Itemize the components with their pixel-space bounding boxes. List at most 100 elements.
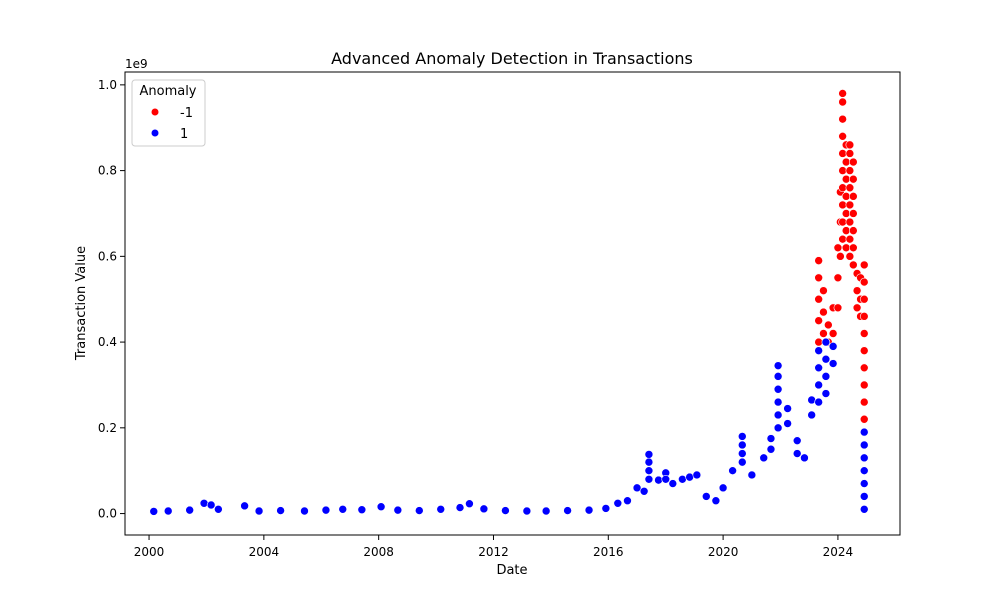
x-tick-label: 2004 — [249, 545, 280, 559]
data-point — [838, 97, 847, 107]
data-point — [859, 380, 869, 390]
data-point — [773, 397, 783, 407]
data-point — [819, 307, 828, 317]
data-point — [632, 483, 642, 493]
data-point — [644, 450, 654, 459]
data-point — [737, 449, 747, 458]
data-point — [163, 506, 173, 516]
data-point — [661, 474, 671, 484]
data-point — [773, 372, 783, 381]
data-point — [859, 453, 869, 463]
data-point — [814, 380, 823, 390]
legend-title: Anomaly — [139, 84, 196, 99]
data-point — [821, 389, 831, 398]
x-tick-label: 2008 — [363, 545, 394, 559]
data-point — [859, 312, 869, 321]
data-point — [601, 504, 611, 513]
data-point — [766, 444, 776, 454]
data-point — [849, 226, 858, 235]
data-point — [623, 496, 632, 506]
data-layer — [149, 89, 869, 516]
data-point — [773, 361, 783, 370]
data-point — [852, 303, 862, 313]
data-point — [455, 503, 465, 512]
data-point — [214, 504, 223, 514]
data-point — [819, 286, 828, 295]
legend-label-normal: 1 — [180, 127, 188, 142]
data-point — [240, 501, 249, 511]
data-point — [792, 436, 802, 445]
data-point — [859, 492, 869, 501]
data-point — [819, 329, 828, 338]
y-tick-label: 0.4 — [98, 335, 117, 349]
data-point — [639, 486, 649, 496]
data-point — [852, 286, 862, 295]
data-point — [824, 320, 833, 330]
data-point — [814, 337, 823, 347]
data-point — [800, 453, 809, 463]
series-1 — [149, 337, 869, 516]
y-tick-label: 0.6 — [98, 249, 117, 263]
data-point — [845, 140, 855, 150]
data-point — [838, 183, 847, 193]
x-axis: 2000 2004 2008 2012 2016 2020 2024 — [134, 535, 853, 559]
data-point — [644, 474, 654, 484]
data-point — [814, 346, 823, 355]
data-point — [728, 466, 737, 475]
data-point — [828, 359, 838, 368]
legend-marker-normal — [151, 129, 159, 137]
data-point — [828, 342, 838, 351]
y-scale-label: 1e9 — [125, 57, 148, 71]
data-point — [814, 397, 823, 407]
data-point — [206, 500, 216, 510]
data-point — [845, 149, 855, 158]
y-tick-label: 0.8 — [98, 164, 117, 178]
data-point — [838, 132, 847, 141]
data-point — [773, 384, 783, 394]
data-point — [859, 440, 869, 450]
data-point — [300, 506, 309, 516]
data-point — [783, 419, 792, 428]
data-point — [692, 470, 702, 480]
data-point — [838, 149, 847, 158]
data-point — [859, 504, 869, 514]
data-point — [276, 506, 285, 515]
data-point — [814, 363, 823, 373]
data-point — [845, 217, 855, 227]
data-point — [737, 432, 747, 441]
x-tick-label: 2024 — [823, 545, 854, 559]
data-point — [841, 243, 851, 253]
data-point — [859, 346, 869, 355]
data-point — [185, 505, 194, 515]
y-axis-label: Transaction Value — [74, 246, 89, 361]
data-point — [522, 506, 532, 516]
data-point — [737, 440, 747, 450]
data-point — [668, 479, 678, 488]
data-point — [849, 243, 858, 253]
data-point — [773, 410, 783, 420]
legend: Anomaly -1 1 — [131, 79, 206, 147]
data-point — [783, 404, 792, 413]
data-point — [644, 466, 654, 475]
data-point — [737, 457, 747, 467]
chart-title: Advanced Anomaly Detection in Transactio… — [331, 49, 693, 68]
data-point — [859, 479, 869, 488]
data-point — [833, 303, 843, 313]
data-point — [841, 226, 851, 235]
x-axis-label: Date — [496, 563, 527, 578]
data-point — [841, 174, 851, 184]
legend-box — [131, 79, 206, 147]
data-point — [685, 472, 694, 482]
x-tick-label: 2012 — [478, 545, 509, 559]
data-point — [747, 470, 757, 480]
data-point — [841, 157, 851, 167]
data-point — [859, 363, 869, 373]
data-point — [678, 474, 687, 484]
data-point — [849, 192, 858, 201]
legend-label-anomaly: -1 — [180, 106, 193, 121]
data-point — [357, 505, 367, 515]
data-point — [718, 483, 728, 493]
data-point — [199, 498, 209, 508]
data-point — [644, 457, 654, 467]
data-point — [845, 252, 855, 261]
